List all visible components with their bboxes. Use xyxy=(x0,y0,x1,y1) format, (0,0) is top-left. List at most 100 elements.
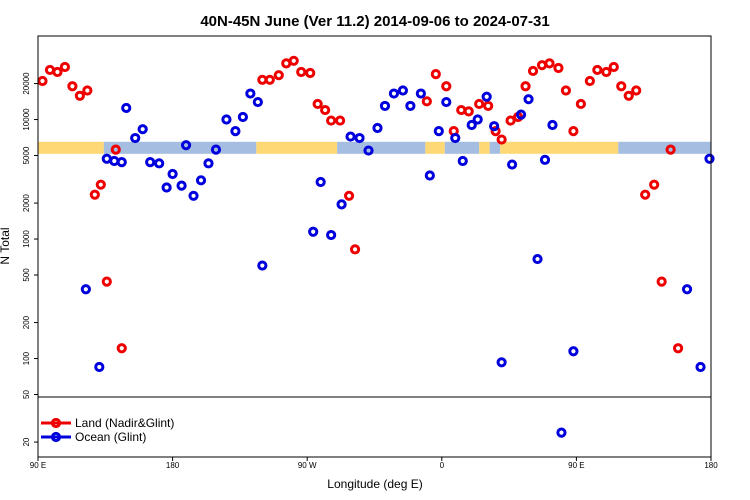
land-point xyxy=(568,126,579,137)
ocean-point xyxy=(568,346,579,357)
land-point xyxy=(560,85,572,96)
land-point xyxy=(343,190,355,201)
band-segment-ocean xyxy=(337,141,426,154)
ocean-point xyxy=(245,88,256,99)
legend-label: Land (Nadir&Glint) xyxy=(75,416,174,430)
legend-marker xyxy=(50,417,62,429)
ocean-point xyxy=(472,114,483,125)
land-point xyxy=(296,66,307,78)
ocean-point xyxy=(450,132,461,144)
ocean-point xyxy=(506,159,518,170)
ocean-point xyxy=(532,253,543,265)
land-point xyxy=(312,98,323,110)
legend-marker xyxy=(50,431,62,443)
ocean-point xyxy=(116,157,127,168)
ocean-point xyxy=(556,427,567,438)
ocean-point xyxy=(188,190,199,201)
ocean-point xyxy=(130,132,141,144)
land-point xyxy=(95,179,106,190)
y-axis: 20 50 100 200 500 1000 2000 5000 10000 20000 xyxy=(22,72,38,447)
land-point xyxy=(326,115,337,126)
ocean-point xyxy=(180,140,192,151)
ocean-point xyxy=(237,111,248,123)
ocean-point xyxy=(681,284,693,295)
ocean-point xyxy=(94,361,105,373)
land-point xyxy=(421,96,432,107)
land-point xyxy=(649,179,660,190)
ocean-point xyxy=(308,226,319,237)
ocean-point xyxy=(203,158,214,169)
ocean-point xyxy=(154,158,165,169)
x-axis-label: Longitude (deg E) xyxy=(327,477,422,491)
land-point xyxy=(101,276,112,287)
land-point xyxy=(672,343,684,354)
land-point xyxy=(584,75,595,87)
land-point xyxy=(553,62,564,74)
ocean-point xyxy=(496,357,507,368)
ocean-point xyxy=(547,119,558,131)
x-axis: 90 E 180 90 W 0 90 E 180 xyxy=(30,457,718,470)
ocean-point xyxy=(372,122,383,134)
ocean-point xyxy=(257,260,268,271)
ocean-point xyxy=(176,180,187,191)
y-tick-label: 20000 xyxy=(22,72,31,95)
land-point xyxy=(349,244,361,255)
ocean-point xyxy=(210,144,222,155)
ocean-point xyxy=(326,229,337,241)
land-point xyxy=(456,104,467,116)
ocean-point xyxy=(466,119,477,131)
land-point xyxy=(623,90,634,101)
land-point xyxy=(575,98,586,110)
land-point xyxy=(474,98,485,110)
land-point xyxy=(110,144,121,155)
y-tick-label: 5000 xyxy=(22,146,31,164)
ocean-point xyxy=(489,121,500,132)
land-point xyxy=(527,65,539,77)
x-tick-label: 90 E xyxy=(568,461,584,470)
ocean-point xyxy=(457,155,468,167)
land-point xyxy=(490,126,501,137)
y-axis-label: N Total xyxy=(0,227,12,264)
ocean-point xyxy=(481,91,492,102)
land-point xyxy=(52,66,63,78)
ocean-point xyxy=(388,88,400,99)
legend: Land (Nadir&Glint)Ocean (Glint) xyxy=(41,416,174,444)
ocean-point xyxy=(121,102,132,114)
band-segment-land xyxy=(479,141,490,154)
ocean-point xyxy=(397,85,409,96)
land-point xyxy=(74,90,85,101)
band-segment-ocean xyxy=(618,141,711,154)
land-series xyxy=(37,55,684,354)
ocean-point xyxy=(704,153,715,164)
ocean-point xyxy=(345,131,356,142)
ocean-point xyxy=(137,124,148,135)
y-tick-label: 20 xyxy=(22,437,31,446)
y-tick-label: 500 xyxy=(22,268,31,282)
land-point xyxy=(305,67,316,79)
land-point xyxy=(640,189,651,200)
land-point xyxy=(441,81,452,92)
y-tick-label: 10000 xyxy=(22,108,31,131)
x-tick-label: 0 xyxy=(440,461,445,470)
ocean-point xyxy=(523,94,534,105)
ocean-point xyxy=(145,157,156,168)
ocean-point xyxy=(379,100,391,112)
ocean-point xyxy=(336,199,347,210)
x-tick-label: 180 xyxy=(704,461,718,470)
land-point xyxy=(335,115,346,126)
ocean-point xyxy=(167,168,178,180)
ocean-point xyxy=(424,170,435,181)
ocean-series xyxy=(80,85,715,438)
land-point xyxy=(520,81,531,92)
ocean-point xyxy=(230,126,241,137)
land-point xyxy=(505,115,516,126)
ocean-point xyxy=(195,175,207,186)
land-point xyxy=(601,66,612,78)
ocean-point xyxy=(363,145,374,156)
land-point xyxy=(592,64,603,76)
land-point xyxy=(430,68,441,80)
chart-title: 40N-45N June (Ver 11.2) 2014-09-06 to 20… xyxy=(200,13,549,30)
ocean-point xyxy=(695,361,706,373)
y-tick-label: 100 xyxy=(22,351,31,365)
